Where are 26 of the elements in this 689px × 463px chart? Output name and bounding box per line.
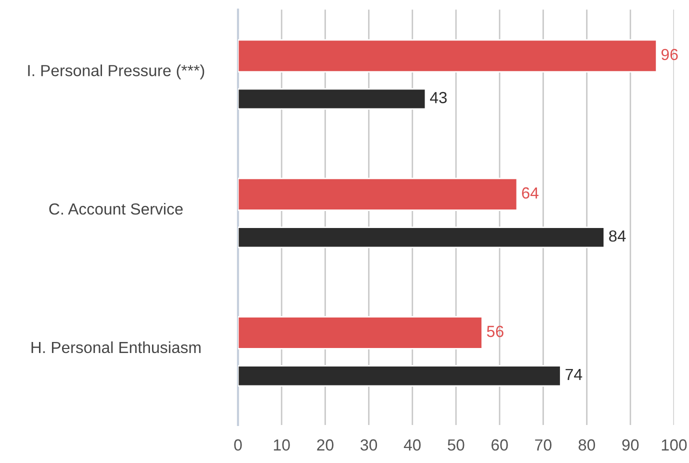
data-label: 84 (609, 230, 626, 242)
x-tick-label: 40 (404, 439, 421, 451)
y-tick-label: C. Account Service (49, 202, 183, 215)
x-tick-label: 70 (535, 439, 552, 451)
x-tick-label: 10 (274, 439, 290, 451)
x-tick-label: 100 (662, 439, 687, 451)
x-tick-label: 90 (622, 439, 639, 451)
data-label: 74 (566, 368, 582, 380)
x-tick-label: 0 (234, 439, 242, 451)
bar (238, 226, 605, 248)
bar (238, 88, 426, 110)
x-tick-label: 20 (317, 439, 334, 451)
data-label: 64 (522, 187, 539, 199)
bar (238, 39, 658, 72)
x-tick-label: 30 (360, 439, 378, 451)
x-tick-label: 80 (578, 439, 596, 451)
y-tick-label: I. Personal Pressure (***) (28, 64, 204, 80)
bar (238, 178, 518, 211)
data-label: 56 (486, 326, 504, 338)
data-label: 96 (661, 48, 678, 60)
x-tick-label: 50 (448, 439, 464, 451)
x-tick-label: 60 (492, 439, 508, 451)
data-label: 43 (430, 92, 447, 104)
bar (238, 365, 562, 387)
y-tick-label: H. Personal Enthusiasm (32, 341, 201, 354)
bar (238, 316, 483, 350)
